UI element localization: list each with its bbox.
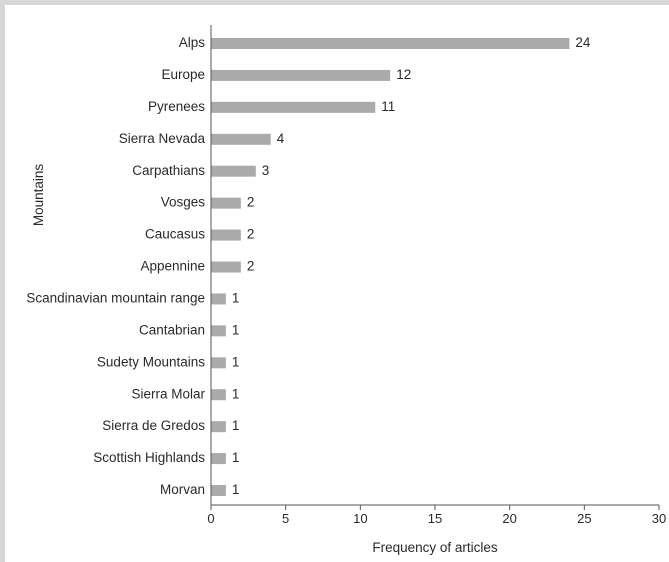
category-label: Morvan xyxy=(160,482,205,497)
bar xyxy=(211,197,241,209)
bar xyxy=(211,485,226,497)
bar xyxy=(211,389,226,401)
x-tick-label: 10 xyxy=(353,511,367,526)
value-label: 1 xyxy=(232,418,240,433)
bar xyxy=(211,293,226,305)
bars-group xyxy=(211,38,570,497)
value-label: 2 xyxy=(247,227,255,242)
x-tick-label: 15 xyxy=(428,511,442,526)
x-tick-label: 0 xyxy=(207,511,214,526)
category-label: Caucasus xyxy=(145,227,205,242)
bar xyxy=(211,165,256,177)
category-label: Sierra de Gredos xyxy=(102,418,205,433)
value-label: 1 xyxy=(232,450,240,465)
x-tick-label: 25 xyxy=(577,511,591,526)
y-axis-label: Mountains xyxy=(31,164,46,227)
x-tick-label: 30 xyxy=(652,511,666,526)
value-label: 12 xyxy=(396,67,411,82)
x-tick-label: 20 xyxy=(502,511,516,526)
bar xyxy=(211,229,241,241)
value-label: 4 xyxy=(277,131,285,146)
value-label: 1 xyxy=(232,291,240,306)
bar xyxy=(211,453,226,465)
category-label: Sudety Mountains xyxy=(97,354,205,369)
bar xyxy=(211,69,391,81)
bar xyxy=(211,261,241,273)
category-label: Scandinavian mountain range xyxy=(26,291,205,306)
bar xyxy=(211,421,226,433)
category-label: Europe xyxy=(161,67,205,82)
bar xyxy=(211,325,226,337)
value-label: 1 xyxy=(232,354,240,369)
category-labels-group: Alps Europe Pyrenees Sierra Nevada Carpathia… xyxy=(26,35,205,497)
x-ticks-group: 0 5 10 15 20 25 30 xyxy=(207,505,666,526)
x-axis-label: Frequency of articles xyxy=(372,540,498,555)
bar xyxy=(211,38,570,49)
value-label: 11 xyxy=(381,99,395,114)
category-label: Cantabrian xyxy=(139,322,205,337)
category-label: Scottish Highlands xyxy=(93,450,205,465)
category-label: Vosges xyxy=(161,195,206,210)
category-label: Sierra Molar xyxy=(131,386,205,401)
category-label: Alps xyxy=(179,35,206,50)
category-label: Sierra Nevada xyxy=(119,131,206,146)
category-label: Pyrenees xyxy=(148,99,205,114)
value-label: 2 xyxy=(247,259,255,274)
bar xyxy=(211,101,376,113)
value-label: 24 xyxy=(575,35,591,50)
x-tick-label: 5 xyxy=(282,511,289,526)
value-label: 1 xyxy=(232,386,240,401)
bar-chart: Alps Europe Pyrenees Sierra Nevada Carpathia… xyxy=(26,25,666,555)
bar xyxy=(211,357,226,369)
category-label: Carpathians xyxy=(132,163,205,178)
value-label: 3 xyxy=(262,163,270,178)
bar xyxy=(211,133,271,145)
value-label: 1 xyxy=(232,482,240,497)
value-label: 2 xyxy=(247,195,255,210)
category-label: Appennine xyxy=(140,259,205,274)
value-label: 1 xyxy=(232,322,240,337)
